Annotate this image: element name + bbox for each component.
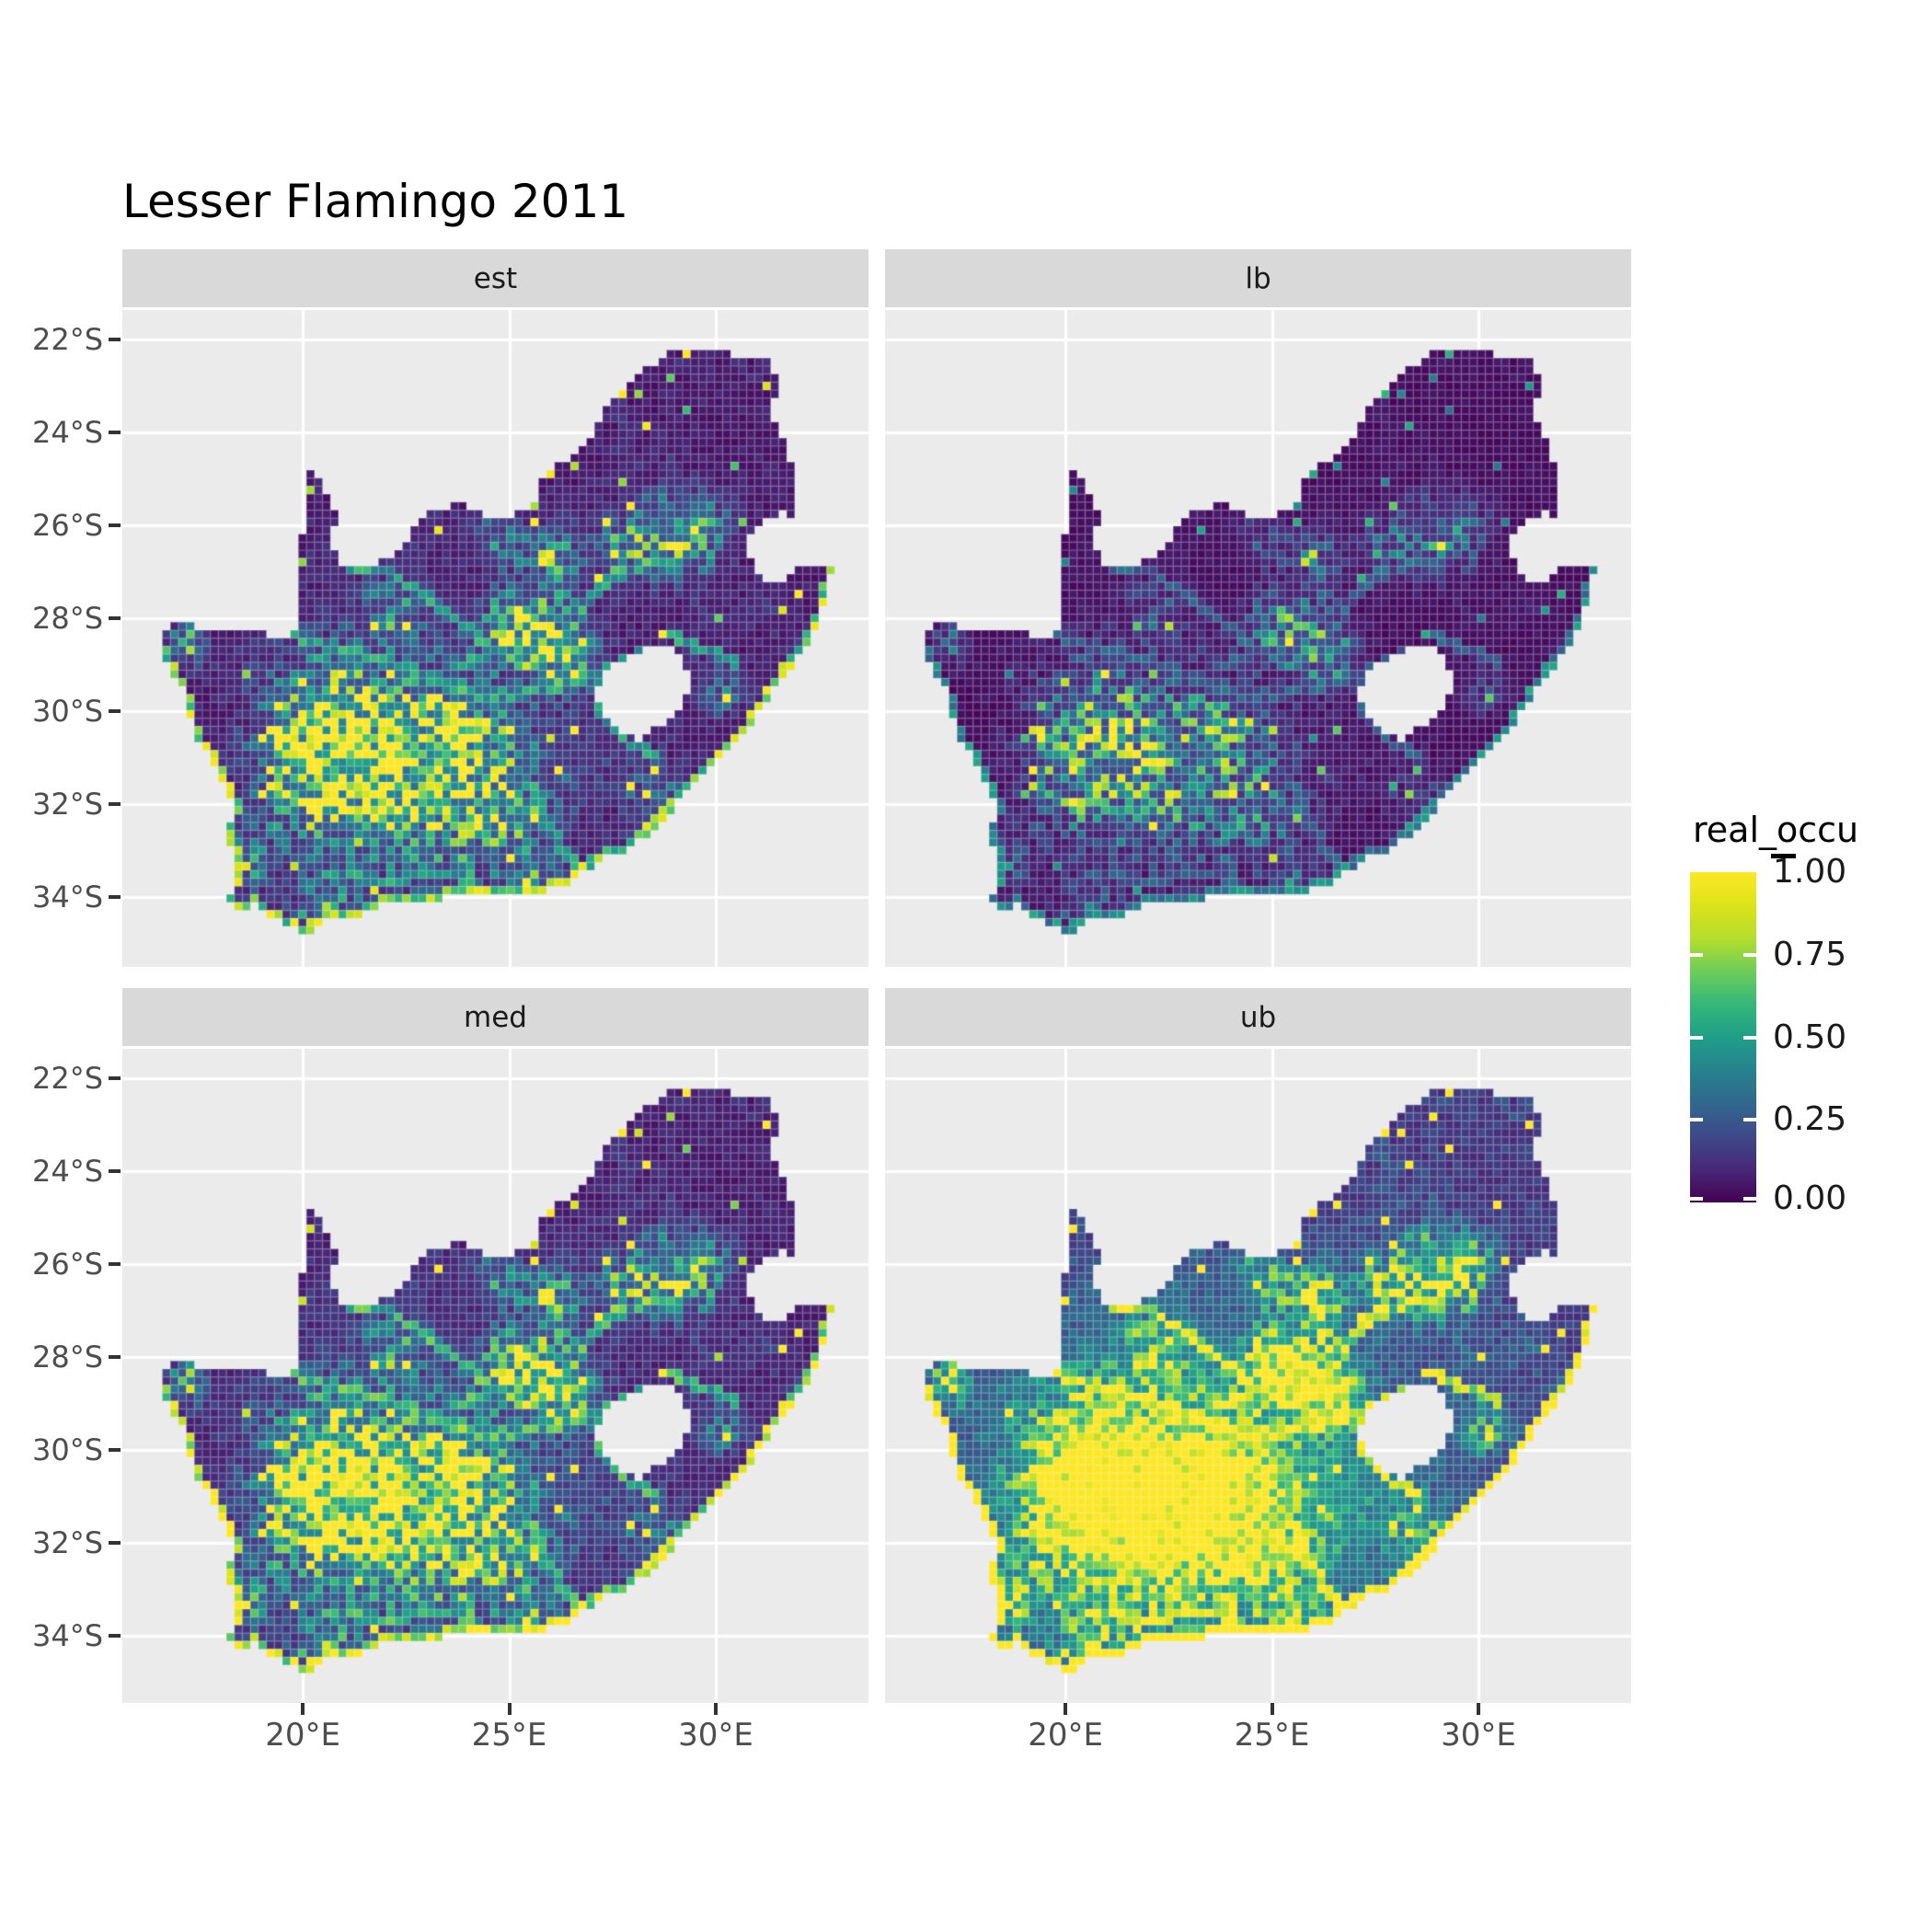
y-axis-label: 34°S — [31, 879, 103, 914]
y-axis-label: 28°S — [31, 1339, 103, 1374]
y-axis-label: 30°S — [31, 1432, 103, 1467]
x-axis-label: 20°E — [1028, 1717, 1103, 1754]
x-axis-label: 25°E — [471, 1717, 547, 1754]
y-axis-label: 26°S — [31, 507, 103, 543]
legend-tick-label: 0.00 — [1773, 1179, 1847, 1217]
facet-strip-ub: ub — [885, 988, 1631, 1046]
legend-tick-label: 0.50 — [1773, 1018, 1847, 1056]
map-panel-ub — [885, 1049, 1631, 1703]
y-axis-label: 30°S — [31, 693, 103, 729]
plot-title: Lesser Flamingo 2011 — [122, 175, 629, 228]
legend-bar-tick — [1690, 1197, 1703, 1201]
facet-strip-est: est — [122, 249, 868, 307]
legend-tick-label: 1.00 — [1773, 853, 1847, 891]
legend-bar-tick — [1743, 1197, 1756, 1201]
y-axis-label: 24°S — [31, 1153, 103, 1189]
legend-bar-tick — [1690, 1118, 1703, 1122]
legend-bar-tick — [1690, 952, 1703, 957]
y-axis-tick — [109, 1540, 121, 1545]
legend-top-tick — [1771, 854, 1796, 858]
y-axis-tick — [109, 1354, 121, 1359]
y-axis-label: 22°S — [31, 1060, 103, 1096]
y-axis-label: 28°S — [31, 600, 103, 636]
y-axis-tick — [109, 1633, 121, 1638]
y-axis-label: 24°S — [31, 414, 103, 450]
map-panel-lb — [885, 310, 1631, 967]
y-axis-tick — [109, 1261, 121, 1266]
x-axis-tick — [507, 1703, 512, 1715]
y-axis-tick — [109, 430, 121, 434]
legend-bar-tick — [1743, 952, 1756, 957]
x-axis-label: 20°E — [265, 1717, 340, 1754]
facet-strip-lb: lb — [885, 249, 1631, 307]
x-axis-tick — [1476, 1703, 1480, 1715]
x-axis-tick — [1064, 1703, 1068, 1715]
y-axis-tick — [109, 523, 121, 527]
facet-strip-label-est: est — [473, 261, 518, 295]
map-panel-med — [122, 1049, 868, 1703]
y-axis-label: 22°S — [31, 321, 103, 357]
y-axis-tick — [109, 894, 121, 899]
legend-tick-label: 0.75 — [1773, 935, 1847, 973]
y-axis-tick — [109, 337, 121, 341]
y-axis-tick — [109, 1075, 121, 1080]
legend-bar-tick — [1743, 1035, 1756, 1040]
y-axis-label: 32°S — [31, 1524, 103, 1560]
y-axis-tick — [109, 615, 121, 620]
legend-title: real_occu — [1693, 810, 1859, 850]
y-axis-label: 32°S — [31, 786, 103, 822]
legend-bar-tick — [1743, 1118, 1756, 1122]
x-axis-label: 30°E — [678, 1717, 753, 1754]
x-axis-label: 25°E — [1234, 1717, 1310, 1754]
y-axis-tick — [109, 801, 121, 806]
x-axis-tick — [301, 1703, 305, 1715]
legend-tick-label: 0.25 — [1773, 1100, 1847, 1139]
y-axis-tick — [109, 1447, 121, 1452]
x-axis-tick — [713, 1703, 718, 1715]
facet-strip-label-lb: lb — [1245, 261, 1271, 295]
facet-strip-label-ub: ub — [1239, 1000, 1277, 1034]
facet-strip-med: med — [122, 988, 868, 1046]
y-axis-tick — [109, 1168, 121, 1173]
y-axis-label: 26°S — [31, 1246, 103, 1282]
y-axis-tick — [109, 708, 121, 713]
y-axis-label: 34°S — [31, 1617, 103, 1653]
x-axis-tick — [1270, 1703, 1274, 1715]
x-axis-label: 30°E — [1441, 1717, 1516, 1754]
facet-strip-label-med: med — [464, 1000, 527, 1034]
map-panel-est — [122, 310, 868, 967]
legend-bar-tick — [1690, 1035, 1703, 1040]
